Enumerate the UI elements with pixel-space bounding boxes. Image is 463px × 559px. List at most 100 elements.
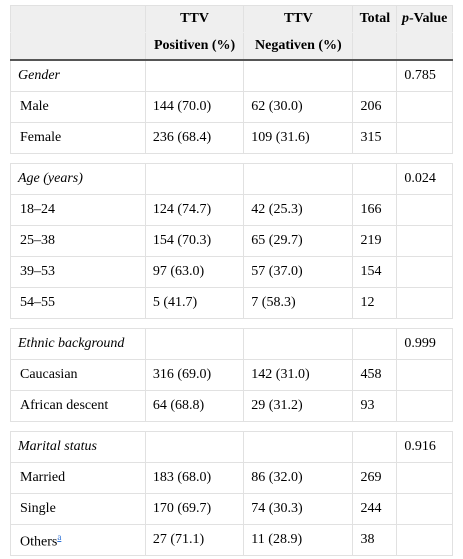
ttv-negative-cell: 11 (28.9) bbox=[243, 524, 354, 556]
table-row: Married 183 (68.0) 86 (32.0) 269 bbox=[10, 462, 453, 494]
spacer-cell bbox=[396, 318, 453, 329]
table-body: Gender 0.785 Male 144 (70.0) 62 (30.0) 206 Fem… bbox=[10, 59, 453, 556]
ttv-positive-cell: 64 (68.8) bbox=[144, 390, 245, 422]
row-label: Othersa bbox=[10, 524, 146, 556]
total-cell: 219 bbox=[352, 225, 398, 257]
row-label: African descent bbox=[10, 390, 146, 422]
table-row: 25–38 154 (70.3) 65 (29.7) 219 bbox=[10, 225, 453, 257]
total-cell: 458 bbox=[352, 359, 398, 391]
total-cell: 315 bbox=[352, 122, 398, 154]
header-row-bottom: Positiven (%) Negativen (%) bbox=[10, 32, 453, 61]
empty-cell bbox=[243, 431, 354, 463]
row-label-text: 39–53 bbox=[20, 264, 55, 279]
header-negative-top: TTV bbox=[243, 5, 354, 33]
spacer-cell bbox=[352, 318, 397, 329]
header-positive-bottom: Positiven (%) bbox=[144, 32, 245, 61]
spacer-cell bbox=[145, 153, 244, 164]
header-blank-3 bbox=[352, 32, 398, 61]
header-negative-bottom: Negativen (%) bbox=[243, 32, 354, 61]
row-label: 18–24 bbox=[10, 194, 146, 226]
table-row: 54–55 5 (41.7) 7 (58.3) 12 bbox=[10, 287, 453, 319]
empty-cell bbox=[396, 256, 453, 288]
row-label: 25–38 bbox=[10, 225, 146, 257]
spacer-cell bbox=[396, 153, 453, 164]
group-spacer bbox=[10, 421, 453, 432]
p-value-cell: 0.785 bbox=[396, 59, 453, 92]
ttv-negative-cell: 142 (31.0) bbox=[243, 359, 354, 391]
row-label: 39–53 bbox=[10, 256, 146, 288]
table-row: African descent 64 (68.8) 29 (31.2) 93 bbox=[10, 390, 453, 422]
ttv-positive-cell: 170 (69.7) bbox=[144, 493, 245, 525]
ttv-positive-cell: 144 (70.0) bbox=[144, 91, 245, 123]
empty-cell bbox=[396, 462, 453, 494]
table-row: Female 236 (68.4) 109 (31.6) 315 bbox=[10, 122, 453, 154]
ttv-negative-cell: 74 (30.3) bbox=[243, 493, 354, 525]
row-label: Male bbox=[10, 91, 146, 123]
spacer-cell bbox=[145, 318, 244, 329]
spacer-cell bbox=[10, 421, 146, 432]
row-label-text: 25–38 bbox=[20, 233, 55, 248]
ttv-negative-cell: 109 (31.6) bbox=[243, 122, 354, 154]
row-label-text: Caucasian bbox=[20, 367, 78, 382]
ttv-positive-cell: 97 (63.0) bbox=[144, 256, 245, 288]
empty-cell bbox=[352, 431, 398, 463]
empty-cell bbox=[396, 287, 453, 319]
empty-cell bbox=[144, 328, 245, 360]
spacer-cell bbox=[243, 318, 353, 329]
spacer-cell bbox=[243, 421, 353, 432]
total-cell: 38 bbox=[352, 524, 398, 556]
total-cell: 269 bbox=[352, 462, 398, 494]
total-cell: 93 bbox=[352, 390, 398, 422]
total-cell: 12 bbox=[352, 287, 398, 319]
category-row: Age (years) 0.024 bbox=[10, 163, 453, 195]
row-label-text: Single bbox=[20, 501, 56, 516]
header-p-value: p-Value bbox=[396, 5, 453, 33]
category-row: Ethnic background 0.999 bbox=[10, 328, 453, 360]
ttv-positive-cell: 27 (71.1) bbox=[144, 524, 245, 556]
footnote-link[interactable]: a bbox=[57, 531, 62, 542]
row-label: Married bbox=[10, 462, 146, 494]
category-row: Gender 0.785 bbox=[10, 59, 453, 92]
header-blank-2 bbox=[10, 32, 146, 61]
total-cell: 166 bbox=[352, 194, 398, 226]
row-label-text: Female bbox=[20, 130, 62, 145]
spacer-cell bbox=[396, 421, 453, 432]
table-row: Single 170 (69.7) 74 (30.3) 244 bbox=[10, 493, 453, 525]
header-total: Total bbox=[352, 5, 398, 33]
header-p-italic: p bbox=[401, 11, 409, 26]
spacer-cell bbox=[352, 153, 397, 164]
spacer-cell bbox=[145, 421, 244, 432]
table-row: 39–53 97 (63.0) 57 (37.0) 154 bbox=[10, 256, 453, 288]
header-positive-top: TTV bbox=[144, 5, 245, 33]
category-label: Gender bbox=[10, 59, 146, 92]
category-label: Age (years) bbox=[10, 163, 146, 195]
total-cell: 154 bbox=[352, 256, 398, 288]
empty-cell bbox=[352, 328, 398, 360]
ttv-positive-cell: 236 (68.4) bbox=[144, 122, 245, 154]
p-value-cell: 0.999 bbox=[396, 328, 453, 360]
empty-cell bbox=[243, 328, 354, 360]
total-cell: 244 bbox=[352, 493, 398, 525]
table-header: TTV TTV Total p-Value Positiven (%) Nega… bbox=[10, 5, 453, 61]
ttv-positive-cell: 183 (68.0) bbox=[144, 462, 245, 494]
category-row: Marital status 0.916 bbox=[10, 431, 453, 463]
table-row: Male 144 (70.0) 62 (30.0) 206 bbox=[10, 91, 453, 123]
ttv-positive-cell: 5 (41.7) bbox=[144, 287, 245, 319]
spacer-cell bbox=[10, 318, 146, 329]
row-label: Single bbox=[10, 493, 146, 525]
empty-cell bbox=[396, 225, 453, 257]
p-value-cell: 0.916 bbox=[396, 431, 453, 463]
empty-cell bbox=[243, 59, 354, 92]
empty-cell bbox=[396, 359, 453, 391]
row-label-text: Married bbox=[20, 470, 66, 485]
ttv-negative-cell: 7 (58.3) bbox=[243, 287, 354, 319]
row-label-text: Others bbox=[20, 534, 58, 550]
empty-cell bbox=[352, 163, 398, 195]
row-label-text: Male bbox=[20, 99, 49, 114]
row-label-text: African descent bbox=[20, 398, 109, 413]
ttv-positive-cell: 316 (69.0) bbox=[144, 359, 245, 391]
table-row: Caucasian 316 (69.0) 142 (31.0) 458 bbox=[10, 359, 453, 391]
row-label-text: 18–24 bbox=[20, 202, 55, 217]
ttv-negative-cell: 42 (25.3) bbox=[243, 194, 354, 226]
category-label: Marital status bbox=[10, 431, 146, 463]
